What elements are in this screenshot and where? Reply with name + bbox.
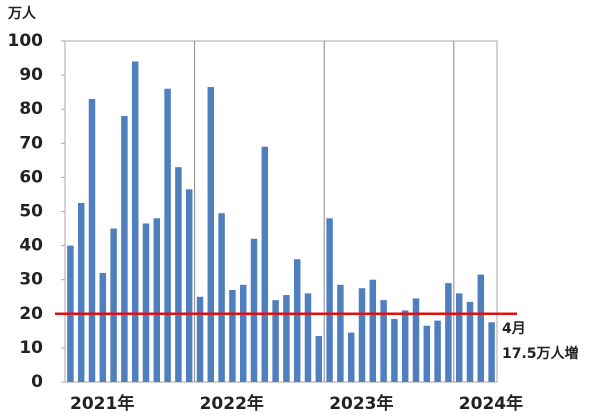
y-tick-label: 80 <box>19 99 43 119</box>
bar <box>380 300 387 382</box>
bar <box>293 259 301 382</box>
bar <box>131 61 139 383</box>
bar <box>391 318 398 382</box>
bar <box>121 116 128 383</box>
annotation: 4月 <box>502 321 526 337</box>
bar <box>455 293 463 382</box>
bar <box>164 88 171 383</box>
bar <box>369 279 377 382</box>
y-tick-label: 20 <box>19 304 43 324</box>
bar <box>142 223 150 382</box>
bar <box>337 284 344 382</box>
bar <box>412 298 420 382</box>
bar <box>207 87 215 382</box>
x-tick-label: 2022年 <box>200 393 264 414</box>
bar <box>347 332 355 382</box>
bar <box>77 202 85 382</box>
bar <box>434 320 441 382</box>
y-tick-label: 60 <box>19 167 43 187</box>
bar <box>196 296 204 382</box>
bar <box>477 274 485 382</box>
bar <box>229 289 236 382</box>
bar <box>239 284 247 382</box>
bar <box>326 218 333 382</box>
y-tick-label: 90 <box>19 65 43 85</box>
x-tick-label: 2024年 <box>459 393 523 414</box>
bar <box>99 272 107 382</box>
bar <box>488 322 495 382</box>
y-tick-label: 30 <box>19 270 43 290</box>
bar <box>153 218 161 382</box>
bar <box>445 283 452 382</box>
y-tick-label: 0 <box>31 372 43 392</box>
bar <box>466 301 474 382</box>
y-tick-label: 70 <box>19 133 43 153</box>
bar <box>423 325 431 382</box>
bar <box>358 288 366 382</box>
y-tick-label: 50 <box>19 202 43 222</box>
bar <box>175 167 182 382</box>
y-tick-label: 10 <box>19 338 43 358</box>
bar <box>401 310 409 382</box>
bar <box>110 228 117 382</box>
plot-frame <box>64 40 498 383</box>
bar <box>315 335 323 382</box>
y-tick-label: 40 <box>19 236 43 256</box>
x-tick-label: 2023年 <box>329 393 393 414</box>
bar <box>218 213 225 382</box>
bar <box>261 146 269 382</box>
y-tick-label: 100 <box>8 31 44 51</box>
x-tick-label: 2021年 <box>70 393 134 414</box>
bar <box>88 98 96 382</box>
bar <box>250 238 258 382</box>
bar <box>283 295 290 382</box>
bar <box>272 300 279 382</box>
unit-label: 万人 <box>7 5 37 22</box>
bar <box>304 293 312 382</box>
bar <box>185 189 193 382</box>
annotation: 17.5万人増 <box>502 345 579 362</box>
